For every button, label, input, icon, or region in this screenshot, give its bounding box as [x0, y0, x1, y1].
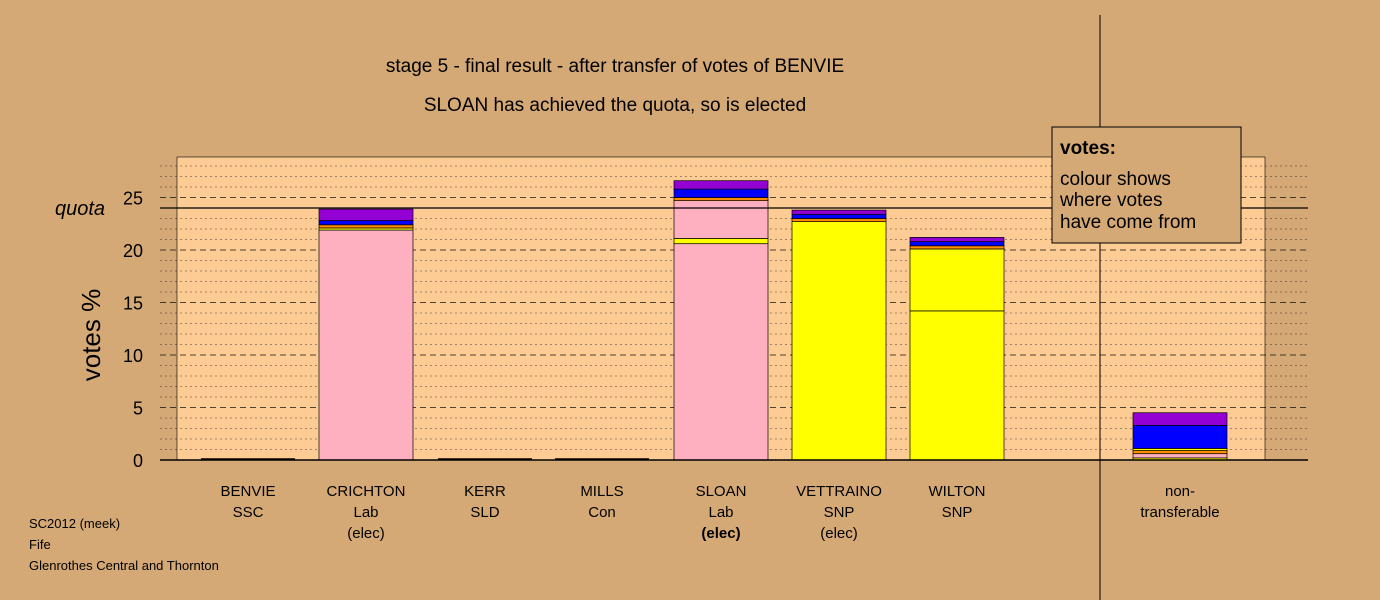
bar-segment — [791, 218, 887, 223]
candidate-party: SSC — [233, 504, 264, 521]
bar-segment — [673, 197, 769, 202]
bar-segment — [318, 220, 414, 226]
bar-segment — [1132, 450, 1228, 455]
candidate-party: SLD — [470, 504, 499, 521]
candidate-name: CRICHTON — [327, 483, 406, 500]
candidate-name: BENVIE — [220, 483, 275, 500]
bar-segment — [1132, 453, 1228, 459]
bar-segment — [673, 200, 769, 239]
candidate-party: SNP — [824, 504, 855, 521]
legend-line-3: have come from — [1060, 212, 1196, 233]
legend-line-2: where votes — [1059, 190, 1162, 211]
footer-ward: Glenrothes Central and Thornton — [29, 558, 219, 573]
bar-segment — [791, 213, 887, 219]
bar-segment — [909, 310, 1005, 461]
candidate-status: (elec) — [701, 525, 740, 542]
candidate-party: Lab — [353, 504, 378, 521]
chart-title: stage 5 - final result - after transfer … — [386, 56, 844, 77]
y-axis-label: votes % — [76, 289, 106, 382]
candidate-name: non- — [1165, 483, 1195, 500]
candidate-name: WILTON — [929, 483, 986, 500]
bar-segment — [909, 237, 1005, 242]
bar-segment — [909, 245, 1005, 250]
y-tick-label: 5 — [133, 399, 143, 419]
legend-title: votes: — [1060, 138, 1116, 159]
candidate-name: KERR — [464, 483, 506, 500]
bars — [201, 180, 1228, 461]
bar-segment — [318, 224, 414, 229]
candidate-status: (elec) — [347, 525, 385, 542]
bar-segment — [318, 208, 414, 221]
bar-segment — [673, 238, 769, 245]
bar-segment — [909, 241, 1005, 247]
legend-box — [1051, 126, 1242, 244]
bar-segment — [791, 221, 887, 461]
bar-segment — [1132, 425, 1228, 449]
candidate-party: SNP — [942, 504, 973, 521]
bar-segment — [673, 243, 769, 461]
bar-segment — [318, 229, 414, 461]
y-tick-label: 15 — [123, 294, 143, 314]
candidate-party: Lab — [708, 504, 733, 521]
candidate-name: VETTRAINO — [796, 483, 882, 500]
candidate-status: (elec) — [820, 525, 858, 542]
bar-segment — [1132, 412, 1228, 426]
chart-subtitle: SLOAN has achieved the quota, so is elec… — [424, 95, 806, 116]
candidate-party: transferable — [1140, 504, 1219, 521]
candidate-name: SLOAN — [696, 483, 747, 500]
bar-segment — [673, 188, 769, 198]
bar-segment — [909, 248, 1005, 312]
y-axis-ticks: 0 5 10 15 20 25 — [123, 189, 143, 472]
y-tick-label: 0 — [133, 451, 143, 471]
y-tick-label: 20 — [123, 241, 143, 261]
candidate-party: Con — [588, 504, 616, 521]
candidate-name: MILLS — [580, 483, 623, 500]
bar-segment — [791, 209, 887, 215]
y-tick-label: 10 — [123, 346, 143, 366]
y-tick-label: 25 — [123, 189, 143, 209]
footer-council: Fife — [29, 537, 51, 552]
bar-segment — [673, 180, 769, 190]
footer-method: SC2012 (meek) — [29, 516, 120, 531]
legend: votes: colour shows where votes have com… — [1051, 126, 1242, 244]
category-labels: BENVIE SSC CRICHTON Lab (elec) KERR SLD MILLS Co… — [220, 483, 1219, 542]
legend-line-1: colour shows — [1060, 169, 1171, 190]
quota-label: quota — [55, 198, 105, 220]
